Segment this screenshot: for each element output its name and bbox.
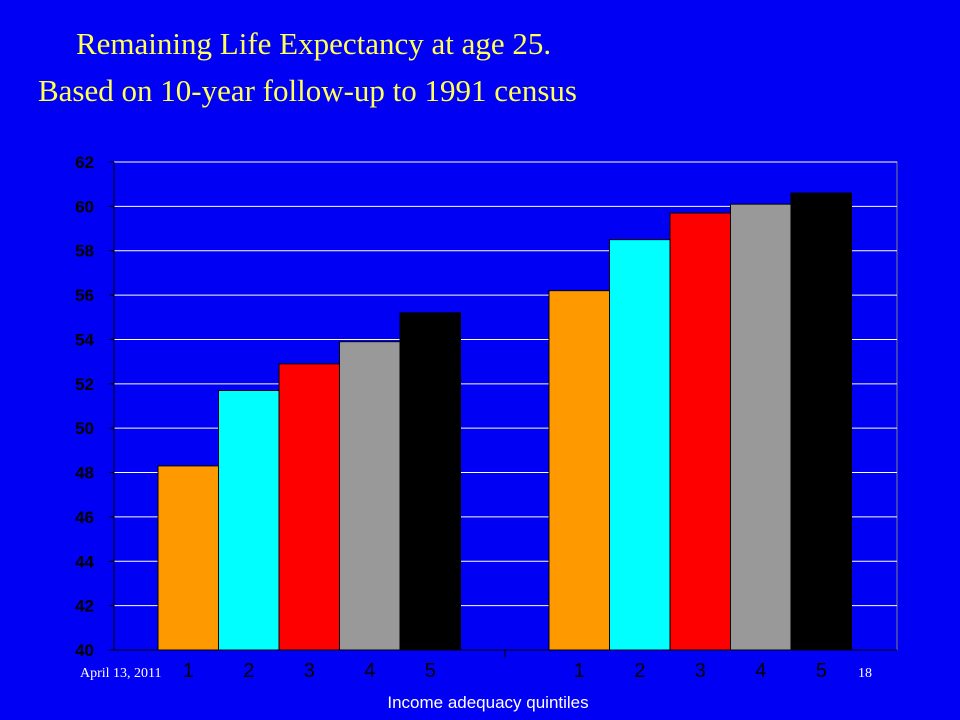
y-tick-label: 54 bbox=[75, 330, 94, 349]
x-tick-label: 1 bbox=[183, 660, 194, 682]
x-tick-label: 4 bbox=[755, 660, 766, 682]
bar-group2-q5 bbox=[790, 192, 852, 651]
bar-group2-q3 bbox=[669, 212, 731, 651]
y-tick-label: 42 bbox=[75, 597, 94, 616]
y-tick-label: 48 bbox=[75, 464, 94, 483]
bar-group2-q4 bbox=[730, 203, 792, 651]
bar-group1-q2 bbox=[218, 389, 280, 651]
y-tick-label: 52 bbox=[75, 375, 94, 394]
y-tick-label: 62 bbox=[75, 153, 94, 172]
x-tick-label: 2 bbox=[243, 660, 254, 682]
bar-group1-q3 bbox=[278, 363, 340, 651]
y-tick-label: 60 bbox=[75, 197, 94, 216]
slide-date: April 13, 2011 bbox=[80, 666, 162, 681]
bar-group1-q1 bbox=[157, 465, 219, 651]
y-tick-label: 56 bbox=[75, 286, 94, 305]
x-tick-label: 2 bbox=[634, 660, 645, 682]
x-tick-label: 4 bbox=[364, 660, 375, 682]
slide-page-number: 18 bbox=[858, 666, 872, 681]
x-tick-label: 3 bbox=[695, 660, 706, 682]
bar-group2-q1 bbox=[548, 290, 610, 651]
slide-title-line2: Based on 10-year follow-up to 1991 censu… bbox=[38, 73, 577, 108]
slide-title-line1: Remaining Life Expectancy at age 25. bbox=[76, 26, 552, 61]
bar-group1-q4 bbox=[339, 341, 401, 651]
bar-group1-q5 bbox=[399, 312, 461, 651]
bar-group2-q2 bbox=[609, 239, 671, 651]
x-tick-label: 1 bbox=[574, 660, 585, 682]
x-tick-label: 5 bbox=[425, 660, 436, 682]
x-tick-label: 5 bbox=[816, 660, 827, 682]
y-tick-label: 58 bbox=[75, 242, 94, 261]
x-axis-title: Income adequacy quintiles bbox=[387, 693, 588, 712]
x-tick-label: 3 bbox=[304, 660, 315, 682]
y-tick-label: 50 bbox=[75, 419, 94, 438]
y-tick-label: 44 bbox=[75, 552, 94, 571]
y-tick-label: 46 bbox=[75, 508, 94, 527]
y-tick-label: 40 bbox=[75, 641, 94, 660]
